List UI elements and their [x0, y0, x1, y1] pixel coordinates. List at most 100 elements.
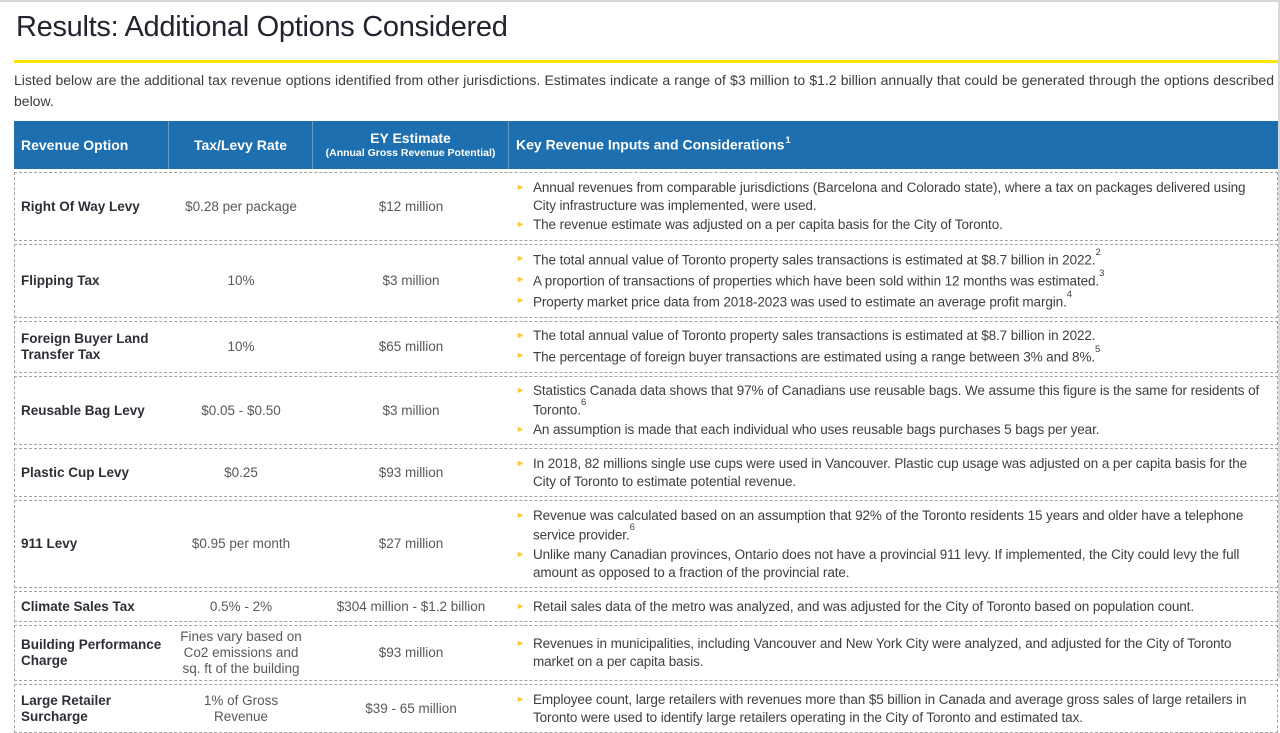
consideration-text: Property market price data from 2018-202…	[533, 294, 1067, 310]
consideration-item: ► The revenue estimate was adjusted on a…	[516, 216, 1269, 234]
triangle-bullet-icon: ►	[516, 385, 525, 396]
consideration-item: ► Statistics Canada data shows that 97% …	[516, 382, 1269, 419]
revenue-option-cell: Plastic Cup Levy	[21, 464, 130, 480]
consideration-text: Employee count, large retailers with rev…	[533, 691, 1247, 725]
ey-estimate-cell: $12 million	[378, 198, 444, 214]
considerations-list: ► Revenues in municipalities, including …	[509, 633, 1277, 674]
revenue-option-cell: Flipping Tax	[21, 272, 100, 288]
triangle-bullet-icon: ►	[516, 509, 525, 520]
triangle-bullet-icon: ►	[516, 693, 525, 704]
tax-levy-rate-cell: $0.25	[224, 464, 258, 480]
triangle-bullet-icon: ►	[516, 274, 525, 285]
table-row: Plastic Cup Levy $0.25 $93 million ► In …	[14, 448, 1278, 498]
tax-levy-rate-cell: $0.28 per package	[185, 198, 297, 214]
table-row: Large Retailer Surcharge 1% of Gross Rev…	[14, 684, 1278, 733]
triangle-bullet-icon: ►	[516, 181, 525, 192]
tax-levy-rate-cell: 10%	[227, 272, 255, 288]
yellow-divider-rule	[14, 60, 1278, 64]
consideration-item: ► The total annual value of Toronto prop…	[516, 247, 1269, 269]
consideration-item: ► An assumption is made that each indivi…	[516, 421, 1269, 439]
table-row: Reusable Bag Levy $0.05 - $0.50 $3 milli…	[14, 375, 1278, 446]
revenue-option-cell: Climate Sales Tax	[21, 598, 135, 614]
revenue-option-cell: Large Retailer Surcharge	[21, 692, 112, 724]
consideration-item: ► In 2018, 82 millions single use cups w…	[516, 455, 1269, 491]
footnote-sup: 2	[1095, 247, 1101, 259]
table-row: Right Of Way Levy $0.28 per package $12 …	[14, 172, 1278, 241]
table-header-row: Revenue Option Tax/Levy Rate EY Estimate…	[14, 121, 1278, 170]
table-row: 911 Levy $0.95 per month $27 million ► R…	[14, 500, 1278, 589]
considerations-list: ► Annual revenues from comparable jurisd…	[509, 176, 1277, 237]
triangle-bullet-icon: ►	[516, 600, 525, 611]
triangle-bullet-icon: ►	[516, 253, 525, 264]
consideration-text: In 2018, 82 millions single use cups wer…	[533, 455, 1248, 489]
page-title: Results: Additional Options Considered	[16, 11, 508, 43]
consideration-item: ► Revenue was calculated based on an ass…	[516, 507, 1269, 544]
tax-levy-rate-cell: 1% of Gross Revenue	[203, 692, 279, 724]
triangle-bullet-icon: ►	[516, 457, 525, 468]
header-key-inputs: Key Revenue Inputs and Considerations1	[508, 121, 1278, 170]
consideration-text: Statistics Canada data shows that 97% of…	[533, 383, 1260, 418]
revenue-option-cell: Right Of Way Levy	[21, 198, 140, 214]
ey-estimate-cell: $93 million	[378, 645, 444, 661]
tax-levy-rate-cell: $0.05 - $0.50	[201, 402, 281, 418]
consideration-text: Annual revenues from comparable jurisdic…	[533, 179, 1246, 213]
considerations-list: ► In 2018, 82 millions single use cups w…	[509, 452, 1277, 493]
consideration-item: ► Annual revenues from comparable jurisd…	[516, 179, 1269, 215]
consideration-text: Retail sales data of the metro was analy…	[533, 598, 1194, 614]
header-tax-levy-rate: Tax/Levy Rate	[168, 121, 312, 170]
header-ey-estimate-sub: (Annual Gross Revenue Potential)	[325, 146, 496, 159]
considerations-list: ► Statistics Canada data shows that 97% …	[509, 380, 1277, 442]
ey-estimate-cell: $65 million	[378, 338, 444, 354]
considerations-list: ► The total annual value of Toronto prop…	[509, 325, 1277, 369]
consideration-item: ► A proportion of transactions of proper…	[516, 268, 1269, 290]
header-revenue-option: Revenue Option	[21, 136, 129, 153]
footnote-sup: 6	[629, 521, 635, 533]
tax-levy-rate-cell: 10%	[227, 338, 255, 354]
tax-levy-rate-cell: Fines vary based on Co2 emissions and sq…	[180, 629, 302, 677]
consideration-item: ► Revenues in municipalities, including …	[516, 635, 1269, 671]
considerations-list: ► Revenue was calculated based on an ass…	[509, 504, 1277, 584]
revenue-option-cell: Reusable Bag Levy	[21, 402, 145, 418]
consideration-text: The percentage of foreign buyer transact…	[533, 349, 1096, 365]
consideration-item: ► Retail sales data of the metro was ana…	[516, 598, 1269, 616]
ey-estimate-cell: $304 million - $1.2 billion	[336, 598, 486, 614]
footnote-sup: 3	[1099, 268, 1105, 280]
consideration-item: ► The percentage of foreign buyer transa…	[516, 343, 1269, 366]
consideration-text: Unlike many Canadian provinces, Ontario …	[533, 546, 1240, 580]
tax-levy-rate-cell: 0.5% - 2%	[209, 598, 273, 614]
table-body: Right Of Way Levy $0.28 per package $12 …	[14, 172, 1278, 733]
consideration-text: Revenue was calculated based on an assum…	[533, 507, 1244, 543]
ey-estimate-cell: $93 million	[378, 464, 444, 480]
considerations-list: ► The total annual value of Toronto prop…	[509, 247, 1277, 314]
header-footnote-sup: 1	[785, 135, 791, 147]
triangle-bullet-icon: ►	[516, 548, 525, 559]
considerations-list: ► Retail sales data of the metro was ana…	[509, 595, 1277, 618]
consideration-text: A proportion of transactions of properti…	[533, 273, 1100, 289]
revenue-options-table: Revenue Option Tax/Levy Rate EY Estimate…	[14, 121, 1278, 733]
consideration-text: Revenues in municipalities, including Va…	[533, 636, 1232, 670]
triangle-bullet-icon: ►	[516, 349, 525, 360]
table-row: Building Performance Charge Fines vary b…	[14, 625, 1278, 682]
triangle-bullet-icon: ►	[516, 219, 525, 230]
footnote-sup: 5	[1095, 343, 1101, 355]
consideration-item: ► Employee count, large retailers with r…	[516, 691, 1269, 727]
header-ey-estimate: EY Estimate (Annual Gross Revenue Potent…	[312, 121, 508, 170]
ey-estimate-cell: $27 million	[378, 536, 444, 552]
ey-estimate-cell: $3 million	[382, 402, 440, 418]
revenue-option-cell: Foreign Buyer Land Transfer Tax	[21, 330, 149, 362]
intro-paragraph: Listed below are the additional tax reve…	[14, 72, 1274, 110]
footnote-sup: 6	[580, 397, 587, 409]
considerations-list: ► Employee count, large retailers with r…	[509, 688, 1277, 729]
triangle-bullet-icon: ►	[516, 330, 525, 341]
consideration-item: ► Unlike many Canadian provinces, Ontari…	[516, 546, 1269, 582]
consideration-text: The revenue estimate was adjusted on a p…	[533, 217, 1003, 233]
table-row: Flipping Tax 10% $3 million ► The total …	[14, 243, 1278, 318]
header-ey-estimate-main: EY Estimate	[370, 130, 451, 147]
revenue-option-cell: 911 Levy	[21, 536, 78, 552]
table-row: Climate Sales Tax 0.5% - 2% $304 million…	[14, 591, 1278, 623]
consideration-text: The total annual value of Toronto proper…	[533, 328, 1096, 344]
ey-estimate-cell: $3 million	[382, 272, 440, 288]
consideration-item: ► Property market price data from 2018-2…	[516, 289, 1269, 311]
consideration-item: ► The total annual value of Toronto prop…	[516, 327, 1269, 345]
